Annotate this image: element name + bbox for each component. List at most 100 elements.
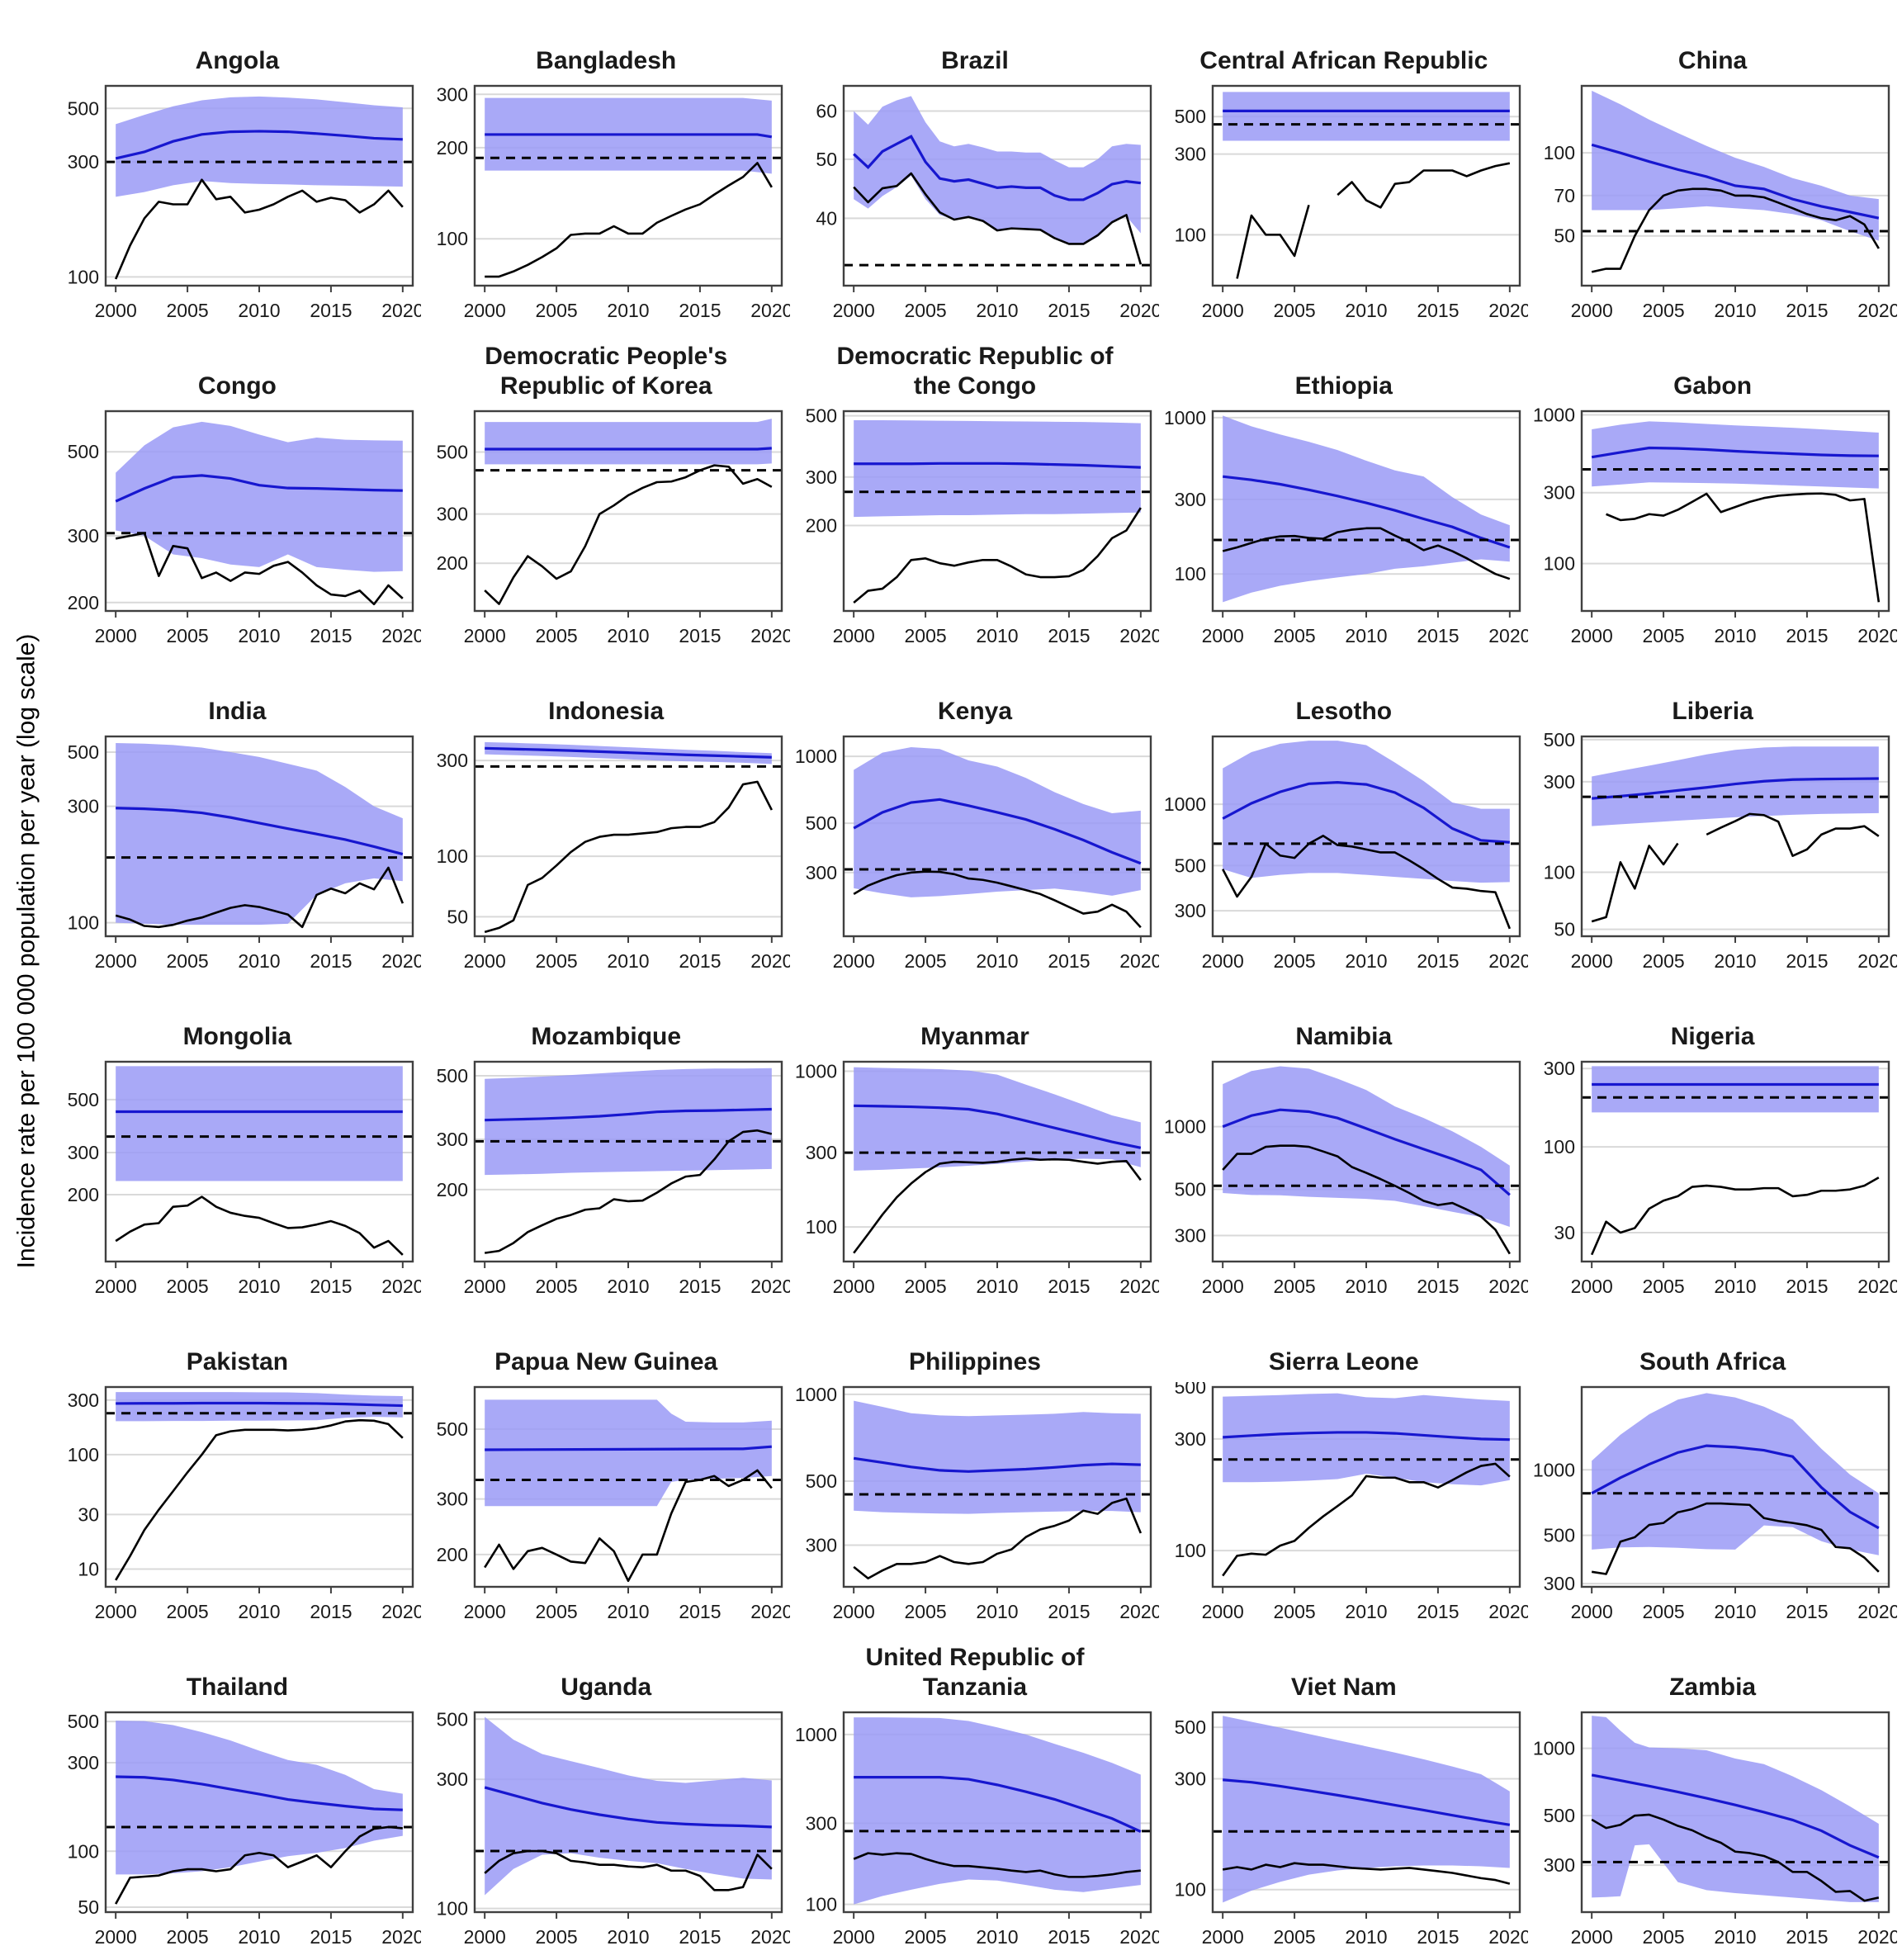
y-tick-label: 300 <box>437 83 468 105</box>
chart-title: Lesotho <box>1295 698 1393 725</box>
x-tick-label: 2000 <box>95 950 137 972</box>
y-tick-label: 500 <box>68 97 99 119</box>
x-tick-label: 2010 <box>1345 1601 1387 1622</box>
y-tick-label: 500 <box>1174 1179 1205 1200</box>
notified-line <box>1221 1462 1511 1577</box>
x-tick-label: 2020 <box>1488 625 1528 646</box>
chart-title: Angola <box>195 47 280 74</box>
chart-liberia: 50 100 300 500 2000 2005 2010 2015 2020 <box>1543 731 1896 972</box>
chart-title: Namibia <box>1295 1023 1393 1050</box>
chart-panel-philippines: Philippines 300 500 1000 2000 2005 2010 2015 202… <box>791 1309 1160 1635</box>
estimate-line <box>115 474 404 503</box>
uncertainty-ribbon <box>485 419 773 465</box>
y-tick-label: 300 <box>437 750 468 771</box>
y-tick-label: 300 <box>68 525 99 547</box>
notified-line <box>1590 1176 1880 1256</box>
y-tick-label: 500 <box>1174 1382 1205 1398</box>
chart-panel-pakistan: Pakistan 10 30 100 300 2000 2005 2010 2015 2020 <box>53 1309 422 1635</box>
x-tick-label: 2015 <box>310 1276 352 1297</box>
x-tick-label: 2010 <box>608 625 650 646</box>
x-tick-label: 2005 <box>167 1276 209 1297</box>
x-tick-label: 2000 <box>833 1276 875 1297</box>
chart-papua-new-guinea: 200 300 500 2000 2005 2010 2015 2020 <box>437 1385 790 1622</box>
x-tick-label: 2005 <box>1273 950 1315 972</box>
uncertainty-ribbon <box>1591 1066 1879 1113</box>
y-tick-label: 300 <box>1543 771 1574 793</box>
y-tick-label: 30 <box>78 1503 100 1525</box>
notified-line <box>1222 527 1511 580</box>
y-tick-label: 500 <box>1174 106 1205 127</box>
y-tick-label: 100 <box>806 1216 837 1238</box>
chart-indonesia: 50 100 300 2000 2005 2010 2015 2020 <box>437 735 790 972</box>
x-tick-label: 2010 <box>608 1601 650 1622</box>
uncertainty-ribbon <box>1591 421 1879 489</box>
y-tick-label: 100 <box>1174 1540 1205 1561</box>
uncertainty-ribbon <box>485 1716 773 1896</box>
x-tick-label: 2000 <box>464 1276 506 1297</box>
y-tick-label: 500 <box>1543 1805 1574 1826</box>
y-tick-label: 40 <box>816 207 837 229</box>
x-tick-label: 2000 <box>464 1601 506 1622</box>
y-tick-label: 300 <box>437 1129 468 1150</box>
x-tick-label: 2010 <box>976 1601 1018 1622</box>
estimate-line <box>1222 1108 1511 1196</box>
chart-panel-sierra-leone: Sierra Leone 100 300 500 2000 2005 2010 2015 202… <box>1159 1309 1528 1635</box>
uncertainty-ribbon <box>1222 741 1510 883</box>
y-tick-label: 500 <box>68 741 99 763</box>
x-tick-label: 2015 <box>1786 300 1828 321</box>
chart-philippines: 300 500 1000 2000 2005 2010 2015 2020 <box>795 1384 1159 1622</box>
x-tick-label: 2005 <box>167 1601 209 1622</box>
x-tick-label: 2015 <box>1417 950 1459 972</box>
x-tick-label: 2010 <box>976 1926 1018 1948</box>
uncertainty-ribbon <box>116 1721 404 1875</box>
y-tick-label: 500 <box>437 1065 468 1087</box>
chart-gabon: 100 300 1000 2000 2005 2010 2015 2020 <box>1532 406 1896 646</box>
uncertainty-ribbon <box>854 1400 1141 1514</box>
estimate-line <box>485 746 773 759</box>
x-tick-label: 2005 <box>904 625 946 646</box>
uncertainty-ribbon <box>854 96 1141 245</box>
x-tick-label: 2015 <box>679 300 722 321</box>
x-tick-label: 2005 <box>904 1601 946 1622</box>
uncertainty-ribbon <box>1222 415 1510 603</box>
y-tick-label: 100 <box>1174 1879 1205 1901</box>
chart-title: United Republic of Tanzania <box>865 1644 1085 1701</box>
y-tick-label: 500 <box>1174 855 1205 876</box>
chart-panel-zambia: Zambia 300 500 1000 2000 2005 2010 2015 2020 <box>1528 1635 1897 1960</box>
x-tick-label: 2015 <box>679 950 722 972</box>
chart-uganda: 100 300 500 2000 2005 2010 2015 2020 <box>437 1708 790 1948</box>
x-tick-label: 2005 <box>536 950 578 972</box>
y-tick-label: 200 <box>806 515 837 537</box>
y-tick-label: 300 <box>1543 1854 1574 1876</box>
chart-panel-myanmar: Myanmar 100 300 1000 2000 2005 2010 2015 2020 <box>791 984 1160 1309</box>
chart-title: South Africa <box>1639 1348 1786 1375</box>
y-tick-label: 300 <box>1543 1058 1574 1079</box>
estimate-line <box>854 1776 1142 1833</box>
estimate-line <box>1222 1778 1510 1826</box>
chart-panel-kenya: Kenya 300 500 1000 2000 2005 2010 2015 2020 <box>791 659 1160 984</box>
notified-line <box>853 172 1143 265</box>
y-tick-label: 300 <box>437 1489 468 1510</box>
y-tick-label: 100 <box>68 1444 99 1465</box>
x-tick-label: 2015 <box>1417 625 1459 646</box>
notified-line <box>484 1469 774 1583</box>
y-tick-label: 500 <box>1543 1525 1574 1546</box>
estimate-line <box>1591 777 1879 800</box>
chart-title: Mongolia <box>182 1023 292 1050</box>
chart-thailand: 50 100 300 500 2000 2005 2010 2015 2020 <box>68 1711 421 1948</box>
y-tick-label: 200 <box>437 1179 468 1200</box>
notified-line <box>853 870 1142 929</box>
y-tick-label: 300 <box>68 1142 99 1163</box>
uncertainty-ribbon <box>1591 1716 1879 1902</box>
y-tick-label: 500 <box>437 441 468 462</box>
estimate-line <box>484 1786 773 1829</box>
x-tick-label: 2020 <box>382 300 422 321</box>
y-tick-label: 300 <box>1174 1428 1205 1450</box>
estimate-line <box>1591 1773 1880 1859</box>
uncertainty-ribbon <box>1591 746 1879 826</box>
uncertainty-ribbon <box>854 420 1141 518</box>
x-tick-label: 2000 <box>95 1601 137 1622</box>
chart-lesotho: 300 500 1000 2000 2005 2010 2015 2020 <box>1164 735 1528 972</box>
x-tick-label: 2000 <box>95 300 137 321</box>
x-tick-label: 2000 <box>95 1926 137 1948</box>
